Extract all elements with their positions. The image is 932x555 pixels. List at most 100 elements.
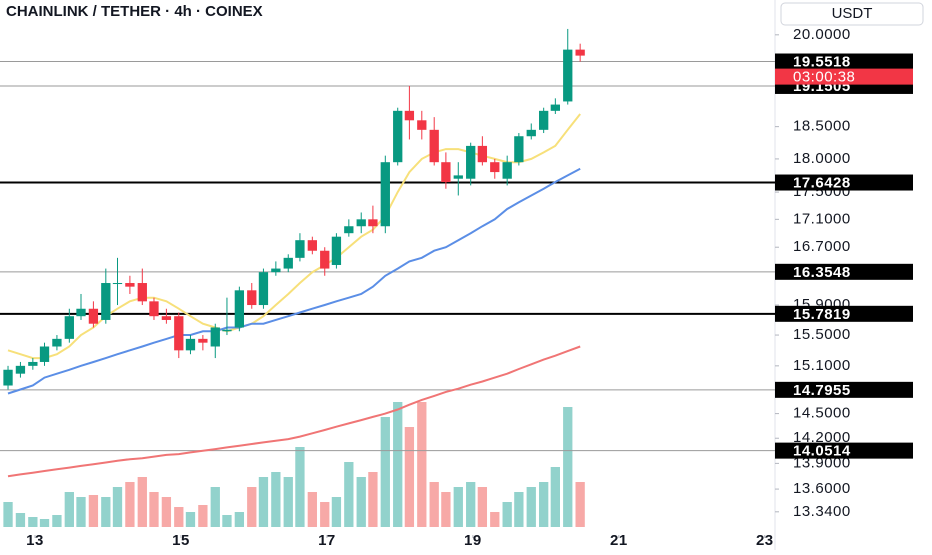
volume-bar xyxy=(429,482,439,527)
currency[interactable]: USDT xyxy=(832,5,873,22)
candle-body xyxy=(441,162,451,183)
candle-body xyxy=(149,301,159,317)
candle-body xyxy=(161,316,172,320)
candle-body xyxy=(185,338,196,351)
y-tick-label: 13.6000 xyxy=(793,480,851,497)
volume-bar xyxy=(466,482,476,527)
candle-body xyxy=(502,162,512,179)
y-tick-label: 13.3400 xyxy=(793,503,851,520)
candle-body xyxy=(429,129,439,163)
volume-bar xyxy=(453,487,463,527)
candle-body xyxy=(15,365,26,374)
y-tick-label: 20.0000 xyxy=(793,26,851,43)
volume-bar xyxy=(222,515,232,527)
candle-body xyxy=(368,219,378,227)
level-label: 14.0514 xyxy=(793,443,851,460)
x-tick-label: 17 xyxy=(318,532,336,549)
volume-bar xyxy=(161,497,172,527)
level-label: 16.3548 xyxy=(793,264,851,281)
volume-bar xyxy=(539,482,549,527)
volume-bar xyxy=(174,507,184,527)
volume-bar xyxy=(380,417,390,527)
volume-bar xyxy=(271,472,281,527)
level-label-box xyxy=(775,53,913,70)
volume-bar xyxy=(198,505,208,527)
volume-bar xyxy=(331,497,342,527)
candle-body xyxy=(64,316,74,339)
candle-body xyxy=(526,129,536,137)
countdown-box xyxy=(775,68,913,85)
volume-bar xyxy=(441,492,451,527)
candle-body xyxy=(344,226,354,234)
level-label: 19.5518 xyxy=(793,53,851,70)
candle-body xyxy=(563,49,573,102)
volume-bar xyxy=(295,447,305,527)
candle-body xyxy=(258,272,269,306)
candle-body xyxy=(39,346,50,362)
candle-body xyxy=(417,120,427,130)
candle-body xyxy=(247,290,257,306)
volume-bar xyxy=(210,487,220,527)
candle-body xyxy=(125,283,135,287)
candle-body xyxy=(550,104,560,111)
candle-body xyxy=(28,361,38,366)
volume-bar xyxy=(320,502,330,527)
candle-body xyxy=(234,290,245,328)
currency-box[interactable] xyxy=(780,2,924,26)
candle-body xyxy=(76,308,86,317)
candle-body xyxy=(380,162,390,227)
level-label-box xyxy=(775,305,913,322)
candle-body xyxy=(307,240,317,251)
volume-bar xyxy=(490,512,500,527)
volume-bar xyxy=(88,495,99,527)
volume-bar xyxy=(502,502,512,527)
x-tick-label: 21 xyxy=(610,532,628,549)
ma-line xyxy=(7,167,581,395)
volume-bar xyxy=(137,477,147,527)
volume-bar xyxy=(76,497,86,527)
volume-bar xyxy=(514,492,524,527)
volume-bar xyxy=(550,467,560,527)
candle-body xyxy=(3,369,13,386)
volume-bar xyxy=(563,407,573,527)
candle-body xyxy=(393,110,403,163)
candle-body xyxy=(404,110,415,121)
volume-bar xyxy=(15,513,26,527)
y-tick-label: 18.5000 xyxy=(793,118,851,135)
volume-bar xyxy=(28,517,38,527)
candle-body xyxy=(490,162,500,173)
volume-bar xyxy=(477,487,488,527)
y-tick-label: 17.1000 xyxy=(793,210,851,227)
volume-bar xyxy=(101,497,111,527)
level-label: 15.7819 xyxy=(793,306,851,323)
y-tick-label: 16.7000 xyxy=(793,238,851,255)
candle-body xyxy=(137,283,147,302)
volume-bar xyxy=(404,427,415,527)
candle-body xyxy=(514,136,524,163)
volume-bar xyxy=(125,482,135,527)
y-tick-label: 15.1000 xyxy=(793,357,851,374)
candle-body xyxy=(210,327,220,347)
candle-body xyxy=(271,268,281,273)
volume-bar xyxy=(185,512,196,527)
volume-bar xyxy=(258,477,269,527)
volume-bar xyxy=(112,487,123,527)
volume-bar xyxy=(526,487,536,527)
volume-bar xyxy=(283,477,293,527)
candle-body xyxy=(101,283,111,320)
candle-body xyxy=(539,110,549,130)
level-label-box xyxy=(775,174,913,191)
volume-bar xyxy=(64,492,74,527)
volume-bar xyxy=(247,487,257,527)
candle-body xyxy=(331,236,342,265)
candle-body xyxy=(295,240,305,258)
candle-body xyxy=(453,175,463,179)
volume-bar xyxy=(39,519,50,527)
y-tick-label: 18.0000 xyxy=(793,150,851,167)
volume-bar xyxy=(234,512,245,527)
level-label-box xyxy=(775,442,913,459)
volume-bar xyxy=(356,477,366,527)
candle-body xyxy=(112,283,123,285)
